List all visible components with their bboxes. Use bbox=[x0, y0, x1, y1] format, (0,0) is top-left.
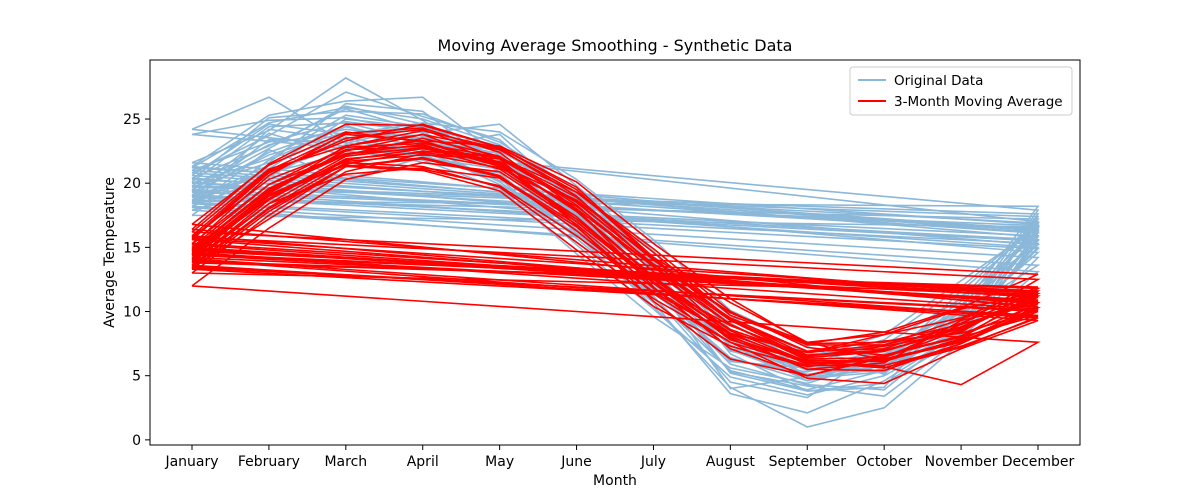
y-axis-label: Average Temperature bbox=[102, 177, 118, 328]
y-tick-label-0: 0 bbox=[132, 433, 141, 449]
x-tick-label-2: March bbox=[324, 454, 367, 470]
x-tick-label-5: June bbox=[560, 454, 592, 470]
x-tick-label-6: July bbox=[640, 454, 666, 470]
moving-average-line-22 bbox=[191, 146, 1039, 354]
moving-average-line-11 bbox=[191, 161, 1039, 367]
y-tick-label-5: 25 bbox=[123, 112, 141, 128]
chart-title: Moving Average Smoothing - Synthetic Dat… bbox=[438, 36, 793, 55]
moving-average-line-21 bbox=[191, 133, 1041, 369]
legend-box bbox=[849, 66, 1073, 116]
legend: Original Data 3-Month Moving Average bbox=[849, 66, 1073, 116]
axes-frame bbox=[149, 59, 1081, 446]
y-tick-label-3: 15 bbox=[123, 240, 141, 256]
moving-average-line-16 bbox=[191, 140, 1041, 345]
y-tick-label-1: 5 bbox=[132, 369, 141, 385]
x-axis: January February March April May June July Augu… bbox=[164, 445, 1075, 470]
original-data-line-11 bbox=[191, 136, 1040, 396]
moving-average-line-8 bbox=[191, 154, 1039, 346]
x-axis-label: Month bbox=[593, 473, 637, 489]
moving-average-line-23 bbox=[191, 147, 1039, 344]
x-tick-label-11: December bbox=[1002, 454, 1075, 470]
moving-average-line-5 bbox=[191, 142, 1039, 371]
y-axis: 0 5 10 15 20 25 bbox=[123, 112, 150, 449]
legend-label-original: Original Data bbox=[894, 73, 983, 89]
legend-label-moving-average: 3-Month Moving Average bbox=[894, 94, 1063, 110]
moving-average-line-24 bbox=[191, 123, 1042, 357]
moving-average-line-25 bbox=[191, 137, 1041, 363]
moving-average-line-19 bbox=[191, 143, 1039, 357]
x-tick-label-3: April bbox=[407, 454, 439, 470]
x-tick-label-9: October bbox=[856, 454, 912, 470]
x-tick-label-8: September bbox=[769, 454, 847, 470]
x-tick-label-7: August bbox=[706, 454, 756, 470]
x-tick-label-1: February bbox=[238, 454, 300, 470]
y-tick-label-2: 10 bbox=[123, 305, 141, 321]
original-data-line-24 bbox=[191, 106, 1040, 376]
moving-average-line-18 bbox=[191, 166, 1039, 385]
moving-average-line-15 bbox=[191, 150, 1042, 357]
moving-average-line-26 bbox=[191, 157, 1039, 364]
x-tick-label-0: January bbox=[164, 454, 218, 470]
moving-average-line-27 bbox=[191, 129, 1039, 353]
x-tick-label-10: November bbox=[925, 454, 998, 470]
y-tick-label-4: 20 bbox=[123, 176, 141, 192]
x-tick-label-4: May bbox=[485, 454, 514, 470]
plot-area bbox=[191, 77, 1042, 428]
